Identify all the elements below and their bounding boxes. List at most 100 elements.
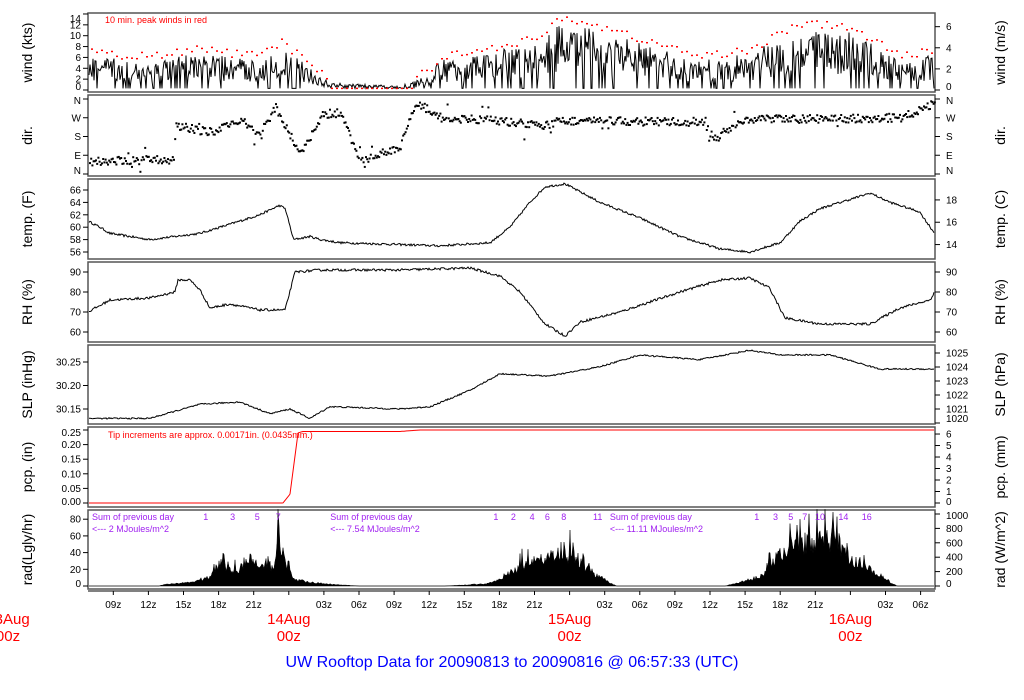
- dir-point: [474, 118, 477, 121]
- dir-point: [506, 123, 509, 126]
- dir-point: [887, 120, 889, 123]
- dir-point: [907, 110, 910, 112]
- dir-point: [372, 157, 375, 160]
- dir-point: [846, 117, 849, 120]
- dir-point: [630, 120, 633, 123]
- dir-point: [599, 116, 601, 119]
- dir-point: [103, 161, 106, 164]
- x-tick-label: 03z: [877, 600, 893, 611]
- dir-point: [900, 120, 903, 123]
- dir-point: [146, 156, 149, 158]
- dir-point: [293, 144, 295, 146]
- rad-right-tick-label: 1000: [946, 511, 969, 522]
- pcp-left-tick-label: 0.15: [62, 455, 82, 466]
- dir-point: [248, 125, 251, 128]
- temp-left-tick-label: 56: [70, 248, 82, 259]
- dir-point: [213, 133, 216, 136]
- dir-point: [761, 114, 763, 117]
- dir-point: [401, 139, 403, 142]
- dir-point: [380, 151, 383, 154]
- slp-left-tick-label: 30.15: [56, 405, 81, 416]
- dir-point: [239, 121, 241, 124]
- dir-point: [717, 139, 720, 142]
- dir-point: [635, 118, 637, 121]
- dir-point: [573, 116, 576, 119]
- dir-point: [455, 118, 457, 121]
- dir-point: [716, 135, 719, 138]
- dir-point: [450, 119, 453, 122]
- dir-point: [783, 120, 786, 123]
- dir-point: [270, 113, 273, 116]
- dir-point: [803, 116, 805, 119]
- dir-point: [279, 115, 282, 117]
- dir-point: [337, 114, 340, 117]
- dir-point: [578, 120, 581, 122]
- dir-point: [306, 139, 309, 142]
- dir-point: [885, 113, 888, 116]
- dir-point: [589, 118, 592, 121]
- rad-left-tick-label: 40: [70, 548, 82, 559]
- dir-point: [479, 115, 481, 118]
- dir-point: [339, 111, 342, 114]
- dir-point: [468, 118, 471, 120]
- dir-point: [402, 134, 405, 137]
- dir-point: [344, 121, 347, 124]
- dir-point: [422, 106, 425, 109]
- dir-point: [842, 120, 845, 123]
- slp-series-line: [89, 349, 935, 420]
- dir-point: [930, 100, 933, 103]
- dir-point: [576, 122, 579, 125]
- dir-point: [396, 147, 399, 150]
- dir-point: [231, 120, 234, 123]
- dir-point: [498, 123, 501, 126]
- dir-point: [823, 117, 826, 120]
- dir-point: [626, 121, 629, 124]
- dir-point: [203, 127, 205, 130]
- dir-left-tick-label: S: [74, 132, 81, 143]
- x-tick-label: 09z: [667, 600, 683, 611]
- dir-point: [924, 106, 927, 109]
- pcp-left-tick-label: 0.00: [62, 497, 82, 508]
- dir-point: [139, 170, 142, 173]
- dir-point: [109, 161, 112, 164]
- dir-point: [807, 120, 810, 123]
- wind-left-tick-label: 8: [75, 42, 81, 53]
- dir-point: [546, 120, 549, 123]
- dir-point: [710, 130, 713, 133]
- rad-hour-mark: 14: [838, 512, 848, 522]
- dir-point: [269, 120, 271, 122]
- dir-point: [618, 116, 621, 119]
- dir-point: [806, 115, 809, 118]
- dir-point: [848, 117, 851, 120]
- rad-left-tick-label: 60: [70, 531, 82, 542]
- rad-hour-mark: 3: [773, 512, 778, 522]
- dir-point: [551, 120, 553, 123]
- x-tick-label: 21z: [246, 600, 262, 611]
- dir-point: [558, 117, 561, 120]
- dir-point: [132, 156, 135, 159]
- dir-point: [265, 120, 268, 123]
- dir-point: [177, 122, 180, 125]
- dir-point: [615, 118, 618, 121]
- dir-point: [593, 116, 595, 119]
- dir-point: [461, 114, 463, 117]
- dir-point: [932, 102, 935, 105]
- dir-point: [426, 104, 429, 107]
- dir-point: [890, 120, 893, 123]
- rh-ylabel-right: RH (%): [992, 279, 1008, 325]
- dir-point: [648, 119, 651, 122]
- dir-point: [663, 117, 666, 120]
- rad-right-tick-label: 800: [946, 524, 963, 535]
- dir-point: [624, 118, 627, 121]
- dir-point: [285, 124, 288, 127]
- dir-point: [671, 118, 673, 121]
- dir-point: [611, 121, 613, 124]
- dir-point: [294, 145, 297, 148]
- dir-point: [511, 122, 514, 125]
- dir-point: [276, 106, 279, 109]
- pcp-left-tick-label: 0.05: [62, 484, 82, 495]
- dir-point: [309, 139, 312, 141]
- dir-point: [495, 122, 498, 125]
- dir-point: [320, 115, 323, 118]
- dir-point: [685, 124, 688, 127]
